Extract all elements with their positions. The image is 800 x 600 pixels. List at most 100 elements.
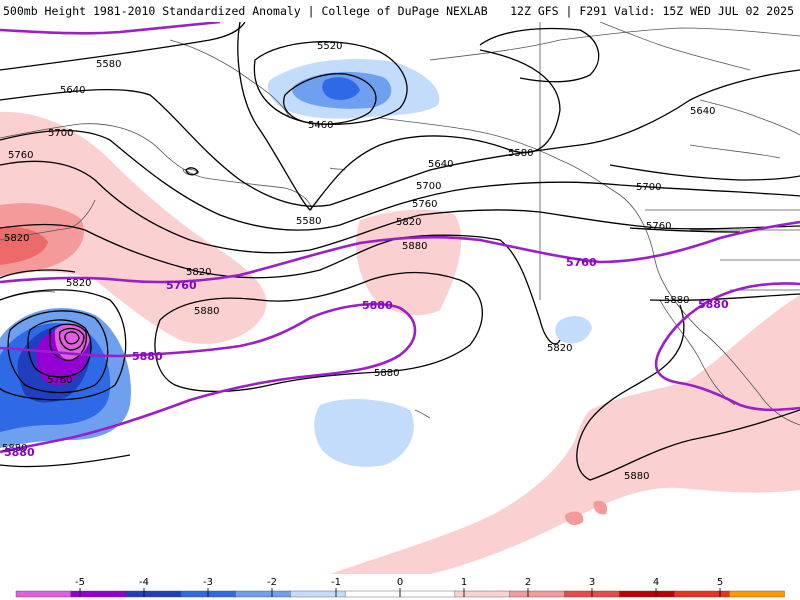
colorbar-tick-label: -2 — [267, 577, 277, 588]
contour-5820 — [0, 223, 561, 345]
colorbar-tick-label: -1 — [331, 577, 341, 588]
colorbar-swatch — [290, 590, 346, 598]
contour-label: 5880 — [2, 443, 27, 454]
negative-anomaly-small — [555, 316, 592, 344]
contour-5760 — [0, 160, 800, 254]
contour-5580-low — [58, 327, 85, 351]
contour-label: 5880 — [402, 241, 427, 252]
colorbar-tick-label: 4 — [653, 577, 659, 588]
contour-5460 — [283, 73, 377, 125]
climatology-label: 5880 — [4, 446, 35, 459]
colorbar-ticks: -5 -4 -3 -2 -1 0 1 2 3 4 5 — [75, 577, 723, 597]
contour-5640-low — [49, 323, 88, 361]
contour-label: 5700 — [416, 181, 441, 192]
contour-label: 5700 — [48, 128, 73, 139]
colorbar-tick-label: -3 — [203, 577, 213, 588]
colorbar-swatch — [125, 590, 182, 598]
contour-label: 5700 — [636, 182, 661, 193]
contour-east-5880 — [649, 293, 800, 302]
positive-anomaly-spot — [565, 511, 584, 526]
contour-labels: 5520 5580 5640 5700 5460 5580 5640 5700 … — [2, 41, 715, 482]
purple-contour-5760 — [0, 220, 800, 284]
contour-5880-east — [576, 304, 800, 481]
colorbar-swatch — [15, 590, 72, 598]
colorbar-swatch — [399, 590, 456, 598]
purple-contour-5880-top — [0, 22, 221, 35]
colorbar-swatch — [728, 590, 785, 598]
contour-5880-pacific — [0, 454, 131, 468]
anomaly-map: 5520 5580 5640 5700 5460 5580 5640 5700 … — [0, 22, 800, 574]
colorbar-tick-label: 3 — [589, 577, 595, 588]
contour-label: 5820 — [186, 267, 211, 278]
climatology-label: 5880 — [362, 299, 393, 312]
contour-label: 5580 — [508, 148, 533, 159]
contour-label: 5880 — [624, 471, 649, 482]
contour-label: 5820 — [396, 217, 421, 228]
climatology-label: 5880 — [132, 350, 163, 363]
contour-label: 5880 — [664, 295, 689, 306]
contour-label: 5640 — [60, 85, 85, 96]
contour-5880-left — [0, 269, 76, 279]
positive-anomaly-southeast — [330, 295, 800, 574]
contour-label: 5760 — [412, 199, 437, 210]
contour-label: 5640 — [428, 159, 453, 170]
colorbar-tick-label: 0 — [397, 577, 403, 588]
purple-contour-5880-left — [0, 302, 417, 454]
colorbar-swatch — [454, 590, 511, 598]
contour-east-5640 — [479, 27, 600, 83]
contour-label: 5460 — [308, 120, 333, 131]
contour-5760-low — [7, 310, 109, 394]
anomaly-shading — [0, 59, 800, 574]
colorbar-swatch — [70, 590, 127, 598]
contour-label: 5760 — [47, 375, 72, 386]
coastlines — [0, 22, 800, 426]
map-title: 500mb Height 1981-2010 Standardized Anom… — [3, 4, 488, 18]
contour-label: 5520 — [317, 41, 342, 52]
contour-label: 5820 — [4, 233, 29, 244]
colorbar-tick-label: -4 — [139, 577, 149, 588]
climatology-label: 5760 — [566, 256, 597, 269]
contour-5820-low — [0, 289, 127, 401]
anomaly-colorbar: -5 -4 -3 -2 -1 0 1 2 3 4 5 — [15, 577, 785, 598]
contour-label: 5880 — [374, 368, 399, 379]
negative-anomaly-pacific — [314, 398, 414, 467]
contour-5520 — [253, 41, 408, 125]
contour-low-center — [64, 331, 80, 345]
colorbar-tick-label: -5 — [75, 577, 85, 588]
contour-5700-low — [27, 319, 92, 378]
height-contours — [0, 22, 800, 481]
contour-east-5700 — [609, 164, 800, 181]
climatology-label: 5760 — [166, 279, 197, 292]
contour-east-5760 — [629, 227, 741, 233]
positive-anomaly-spot2 — [593, 500, 608, 515]
climatology-labels: 5760 5880 5880 5760 5880 5880 — [4, 256, 729, 459]
contour-5700 — [0, 129, 800, 231]
negative-anomaly-north-core — [322, 77, 360, 100]
colorbar-swatch — [674, 590, 730, 598]
colorbar-tick-label: 2 — [525, 577, 531, 588]
positive-anomaly-west — [0, 111, 267, 344]
contour-5580-b — [237, 22, 561, 211]
climatology-label: 5880 — [698, 298, 729, 311]
contour-label: 5880 — [194, 306, 219, 317]
contour-5580-north — [0, 22, 246, 71]
contour-5640 — [0, 69, 800, 207]
contour-label: 5640 — [690, 106, 715, 117]
purple-contour-5880-east — [654, 282, 800, 412]
climatology-contours — [0, 22, 800, 454]
colorbar-tick-label: 5 — [717, 577, 723, 588]
positive-anomaly-west-core — [0, 227, 48, 265]
contour-label: 5820 — [66, 278, 91, 289]
contour-label: 5820 — [547, 343, 572, 354]
colorbar-swatch — [344, 590, 401, 598]
colorbar-swatch — [509, 590, 566, 598]
contour-label: 5760 — [646, 221, 671, 232]
contour-small — [185, 167, 199, 176]
colorbar-swatch — [619, 590, 675, 598]
colorbar-tick-label: 1 — [461, 577, 467, 588]
contour-label: 5580 — [96, 59, 121, 70]
contour-label: 5760 — [8, 150, 33, 161]
contour-5880 — [154, 271, 483, 393]
model-run-info: 12Z GFS | F291 Valid: 15Z WED JUL 02 202… — [510, 4, 794, 18]
